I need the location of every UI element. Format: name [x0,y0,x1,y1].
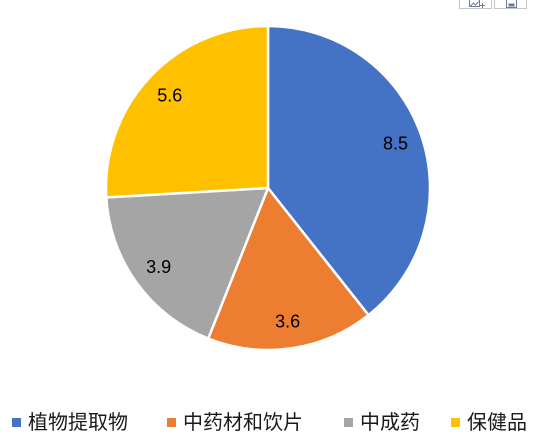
legend-swatch [12,417,21,427]
legend-item-plant-extracts[interactable]: 植物提取物 [12,409,128,435]
chart-add-element-icon [469,0,485,8]
pie-slice-health-products[interactable] [104,24,270,199]
legend[interactable]: 植物提取物 中药材和饮片 中成药 保健品 [0,409,534,435]
legend-swatch [167,417,176,427]
chart-layout-icon [506,0,517,8]
legend-swatch [344,417,353,427]
legend-label: 中药材和饮片 [183,410,303,434]
legend-label: 植物提取物 [28,410,128,434]
pie-slices[interactable] [104,24,432,352]
chart-layout-button[interactable] [494,0,527,9]
chart-elements-button[interactable] [459,0,492,9]
pie-slice-proprietary-medicines[interactable] [105,186,270,340]
legend-item-proprietary-medicines[interactable]: 中成药 [344,409,420,435]
legend-item-health-products[interactable]: 保健品 [451,409,527,435]
data-label-health-products: 5.6 [157,85,182,105]
legend-label: 保健品 [467,410,527,434]
data-label-herbal-pieces: 3.6 [275,312,300,332]
data-label-plant-extracts: 8.5 [383,134,408,154]
legend-item-herbal-pieces[interactable]: 中药材和饮片 [167,409,303,435]
pie-data-labels: 8.5 3.6 3.9 5.6 [146,85,408,331]
data-label-proprietary-medicines: 3.9 [146,257,171,277]
pie-slice-herbal-pieces[interactable] [206,186,370,352]
legend-swatch [451,417,460,427]
pie-slice-plant-extracts[interactable] [266,24,432,317]
legend-label: 中成药 [360,410,420,434]
